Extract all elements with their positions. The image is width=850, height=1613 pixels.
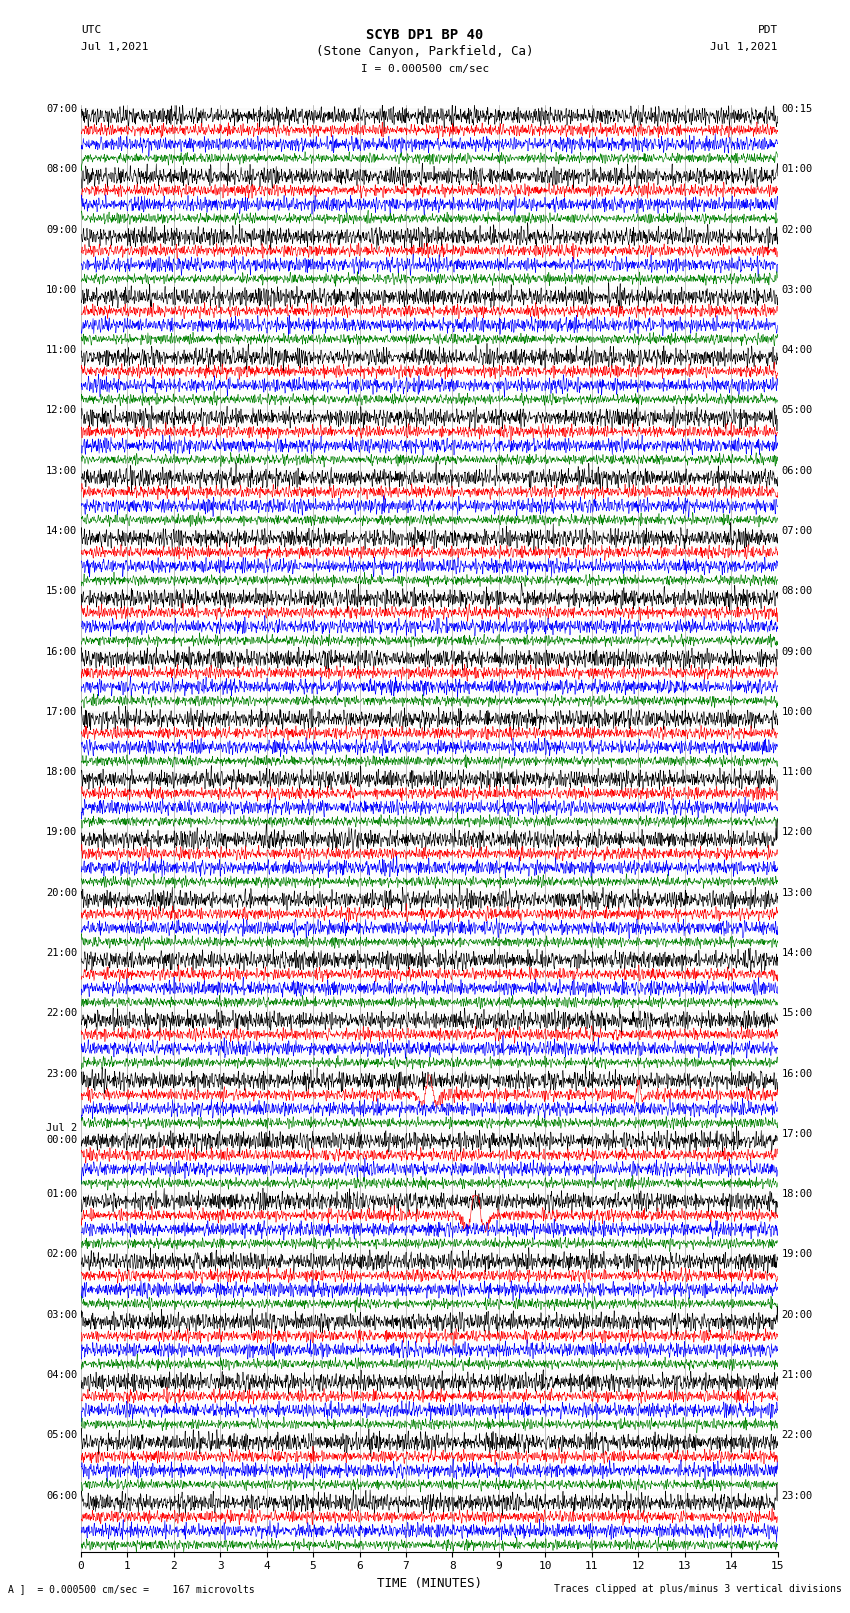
Text: 08:00: 08:00: [46, 165, 77, 174]
Text: 03:00: 03:00: [781, 286, 813, 295]
Text: 20:00: 20:00: [46, 887, 77, 898]
Text: 17:00: 17:00: [46, 706, 77, 716]
Text: 13:00: 13:00: [781, 887, 813, 898]
Text: A ]  = 0.000500 cm/sec =    167 microvolts: A ] = 0.000500 cm/sec = 167 microvolts: [8, 1584, 255, 1594]
Text: 07:00: 07:00: [781, 526, 813, 536]
Text: 19:00: 19:00: [46, 827, 77, 837]
Text: 10:00: 10:00: [46, 286, 77, 295]
Text: SCYB DP1 BP 40: SCYB DP1 BP 40: [366, 27, 484, 42]
Text: I = 0.000500 cm/sec: I = 0.000500 cm/sec: [361, 65, 489, 74]
Text: 06:00: 06:00: [781, 466, 813, 476]
Text: Jul 2
00:00: Jul 2 00:00: [46, 1123, 77, 1145]
Text: PDT: PDT: [757, 26, 778, 35]
Text: 20:00: 20:00: [781, 1310, 813, 1319]
Text: 23:00: 23:00: [781, 1490, 813, 1500]
Text: 22:00: 22:00: [46, 1008, 77, 1018]
Text: 16:00: 16:00: [46, 647, 77, 656]
Text: 09:00: 09:00: [46, 224, 77, 234]
Text: 21:00: 21:00: [46, 948, 77, 958]
Text: 18:00: 18:00: [781, 1189, 813, 1198]
Text: 12:00: 12:00: [781, 827, 813, 837]
Text: 21:00: 21:00: [781, 1369, 813, 1381]
Text: Jul 1,2021: Jul 1,2021: [711, 42, 778, 52]
Text: 18:00: 18:00: [46, 768, 77, 777]
Text: 10:00: 10:00: [781, 706, 813, 716]
Text: 12:00: 12:00: [46, 405, 77, 416]
Text: Traces clipped at plus/minus 3 vertical divisions: Traces clipped at plus/minus 3 vertical …: [553, 1584, 842, 1594]
Text: 00:15: 00:15: [781, 105, 813, 115]
Text: 14:00: 14:00: [46, 526, 77, 536]
Text: 02:00: 02:00: [781, 224, 813, 234]
Text: 15:00: 15:00: [781, 1008, 813, 1018]
Text: 09:00: 09:00: [781, 647, 813, 656]
Text: 03:00: 03:00: [46, 1310, 77, 1319]
Text: 22:00: 22:00: [781, 1431, 813, 1440]
Text: 11:00: 11:00: [781, 768, 813, 777]
Text: 05:00: 05:00: [781, 405, 813, 416]
Text: 05:00: 05:00: [46, 1431, 77, 1440]
Text: 16:00: 16:00: [781, 1069, 813, 1079]
X-axis label: TIME (MINUTES): TIME (MINUTES): [377, 1578, 482, 1590]
Text: 04:00: 04:00: [46, 1369, 77, 1381]
Text: Jul 1,2021: Jul 1,2021: [81, 42, 148, 52]
Text: (Stone Canyon, Parkfield, Ca): (Stone Canyon, Parkfield, Ca): [316, 45, 534, 58]
Text: 02:00: 02:00: [46, 1250, 77, 1260]
Text: 01:00: 01:00: [781, 165, 813, 174]
Text: 07:00: 07:00: [46, 105, 77, 115]
Text: 23:00: 23:00: [46, 1069, 77, 1079]
Text: 19:00: 19:00: [781, 1250, 813, 1260]
Text: 01:00: 01:00: [46, 1189, 77, 1198]
Text: 15:00: 15:00: [46, 587, 77, 597]
Text: 14:00: 14:00: [781, 948, 813, 958]
Text: 06:00: 06:00: [46, 1490, 77, 1500]
Text: 11:00: 11:00: [46, 345, 77, 355]
Text: 08:00: 08:00: [781, 587, 813, 597]
Text: 17:00: 17:00: [781, 1129, 813, 1139]
Text: 04:00: 04:00: [781, 345, 813, 355]
Text: 13:00: 13:00: [46, 466, 77, 476]
Text: UTC: UTC: [81, 26, 101, 35]
